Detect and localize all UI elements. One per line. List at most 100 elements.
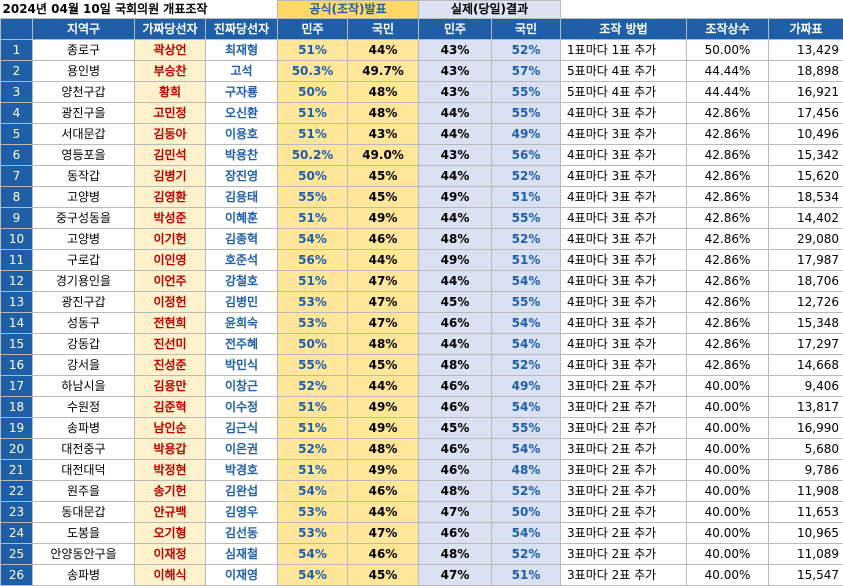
cell-actual-ppp: 49% [492, 376, 561, 397]
cell-fake-winner: 황희 [135, 82, 206, 103]
cell-constant: 42.86% [687, 334, 769, 355]
cell-region: 송파병 [33, 565, 135, 586]
header-no [1, 19, 33, 40]
cell-official-ppp: 44% [348, 376, 419, 397]
cell-actual-ppp: 54% [492, 313, 561, 334]
cell-fake-votes: 16,990 [769, 418, 843, 439]
cell-fake-votes: 29,080 [769, 229, 843, 250]
cell-constant: 42.86% [687, 208, 769, 229]
cell-region: 용인병 [33, 61, 135, 82]
cell-fake-votes: 18,898 [769, 61, 843, 82]
cell-fake-winner: 남인순 [135, 418, 206, 439]
cell-method: 4표마다 3표 추가 [561, 145, 687, 166]
cell-no: 4 [1, 103, 33, 124]
cell-no: 11 [1, 250, 33, 271]
cell-fake-winner: 이기헌 [135, 229, 206, 250]
cell-constant: 42.86% [687, 292, 769, 313]
cell-actual-dem: 47% [419, 502, 492, 523]
cell-actual-ppp: 50% [492, 502, 561, 523]
cell-no: 23 [1, 502, 33, 523]
cell-actual-dem: 44% [419, 208, 492, 229]
cell-method: 5표마다 4표 추가 [561, 61, 687, 82]
cell-no: 21 [1, 460, 33, 481]
cell-official-dem: 54% [278, 544, 348, 565]
cell-no: 1 [1, 40, 33, 61]
cell-fake-winner: 김민석 [135, 145, 206, 166]
cell-fake-winner: 박용갑 [135, 439, 206, 460]
cell-region: 구로갑 [33, 250, 135, 271]
cell-actual-ppp: 55% [492, 82, 561, 103]
cell-constant: 42.86% [687, 229, 769, 250]
header-actual-dem: 민주 [419, 19, 492, 40]
cell-actual-dem: 48% [419, 481, 492, 502]
cell-constant: 42.86% [687, 145, 769, 166]
cell-official-dem: 55% [278, 187, 348, 208]
cell-real-winner: 김근식 [206, 418, 278, 439]
cell-actual-dem: 48% [419, 355, 492, 376]
cell-actual-dem: 47% [419, 565, 492, 586]
cell-actual-dem: 44% [419, 103, 492, 124]
cell-no: 6 [1, 145, 33, 166]
cell-constant: 40.00% [687, 481, 769, 502]
cell-fake-votes: 17,297 [769, 334, 843, 355]
cell-region: 동작갑 [33, 166, 135, 187]
cell-method: 4표마다 3표 추가 [561, 271, 687, 292]
cell-method: 3표마다 2표 추가 [561, 544, 687, 565]
cell-actual-ppp: 54% [492, 523, 561, 544]
cell-real-winner: 이수정 [206, 397, 278, 418]
cell-fake-winner: 진성준 [135, 355, 206, 376]
cell-fake-winner: 이해식 [135, 565, 206, 586]
cell-constant: 40.00% [687, 565, 769, 586]
cell-official-ppp: 49% [348, 397, 419, 418]
cell-official-dem: 53% [278, 502, 348, 523]
cell-constant: 42.86% [687, 271, 769, 292]
cell-region: 고양병 [33, 229, 135, 250]
cell-official-dem: 50% [278, 82, 348, 103]
cell-no: 14 [1, 313, 33, 334]
cell-fake-winner: 김동아 [135, 124, 206, 145]
cell-real-winner: 박경호 [206, 460, 278, 481]
cell-actual-ppp: 49% [492, 124, 561, 145]
cell-official-ppp: 49% [348, 460, 419, 481]
cell-fake-votes: 11,089 [769, 544, 843, 565]
cell-real-winner: 구자룡 [206, 82, 278, 103]
cell-constant: 42.86% [687, 124, 769, 145]
cell-actual-ppp: 57% [492, 61, 561, 82]
header-region: 지역구 [33, 19, 135, 40]
cell-official-dem: 53% [278, 313, 348, 334]
cell-real-winner: 이창근 [206, 376, 278, 397]
cell-official-ppp: 45% [348, 166, 419, 187]
cell-method: 4표마다 3표 추가 [561, 250, 687, 271]
cell-region: 원주을 [33, 481, 135, 502]
cell-official-dem: 50% [278, 334, 348, 355]
cell-fake-winner: 김병기 [135, 166, 206, 187]
cell-no: 10 [1, 229, 33, 250]
cell-fake-votes: 13,817 [769, 397, 843, 418]
cell-official-dem: 54% [278, 481, 348, 502]
cell-no: 5 [1, 124, 33, 145]
cell-no: 26 [1, 565, 33, 586]
cell-actual-ppp: 52% [492, 40, 561, 61]
header-actual-ppp: 국민 [492, 19, 561, 40]
cell-region: 송파병 [33, 418, 135, 439]
cell-fake-winner: 이인영 [135, 250, 206, 271]
cell-official-dem: 51% [278, 271, 348, 292]
cell-region: 양천구갑 [33, 82, 135, 103]
cell-actual-dem: 44% [419, 166, 492, 187]
cell-official-dem: 50.3% [278, 61, 348, 82]
cell-official-ppp: 48% [348, 439, 419, 460]
cell-actual-dem: 49% [419, 187, 492, 208]
cell-method: 3표마다 2표 추가 [561, 376, 687, 397]
cell-region: 고양병 [33, 187, 135, 208]
cell-region: 서대문갑 [33, 124, 135, 145]
cell-actual-dem: 46% [419, 397, 492, 418]
cell-fake-winner: 김준혁 [135, 397, 206, 418]
cell-constant: 40.00% [687, 418, 769, 439]
cell-no: 18 [1, 397, 33, 418]
